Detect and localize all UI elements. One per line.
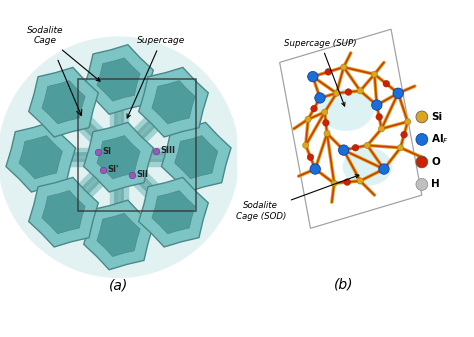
Circle shape: [401, 131, 407, 138]
Text: (b): (b): [334, 277, 354, 291]
Circle shape: [357, 88, 363, 94]
Polygon shape: [97, 213, 140, 256]
Polygon shape: [162, 122, 231, 192]
Circle shape: [324, 130, 330, 136]
Polygon shape: [97, 58, 140, 101]
Polygon shape: [84, 200, 153, 270]
Circle shape: [340, 64, 346, 70]
Text: Supercage (SUP): Supercage (SUP): [284, 39, 357, 106]
Text: (a): (a): [109, 278, 128, 292]
Ellipse shape: [0, 36, 239, 278]
Polygon shape: [84, 45, 153, 114]
Point: [152, 148, 160, 153]
Polygon shape: [152, 81, 195, 124]
Point: [128, 172, 136, 178]
Circle shape: [302, 142, 309, 148]
Circle shape: [322, 120, 329, 126]
Circle shape: [315, 93, 325, 103]
Polygon shape: [29, 177, 98, 247]
Circle shape: [344, 179, 351, 185]
Ellipse shape: [343, 148, 392, 186]
Circle shape: [364, 142, 371, 148]
Circle shape: [325, 68, 331, 75]
Circle shape: [333, 90, 339, 96]
Polygon shape: [139, 177, 208, 247]
Polygon shape: [152, 191, 195, 234]
Point: [94, 149, 101, 155]
Circle shape: [357, 178, 363, 184]
Polygon shape: [42, 191, 85, 234]
Circle shape: [416, 133, 428, 145]
Polygon shape: [6, 122, 75, 192]
Text: SII: SII: [137, 171, 148, 180]
Text: Sodalite
Cage (SOD): Sodalite Cage (SOD): [236, 175, 359, 221]
Text: Supercage: Supercage: [127, 36, 185, 118]
Polygon shape: [42, 81, 85, 124]
Circle shape: [338, 145, 349, 155]
Circle shape: [416, 156, 428, 168]
Polygon shape: [139, 67, 208, 137]
Text: SI': SI': [108, 165, 119, 174]
Circle shape: [331, 180, 337, 186]
Text: SI: SI: [102, 148, 111, 156]
Text: Sodalite
Cage: Sodalite Cage: [27, 26, 100, 81]
Circle shape: [308, 71, 318, 82]
Circle shape: [383, 81, 390, 87]
Circle shape: [307, 154, 314, 160]
Circle shape: [310, 164, 320, 174]
Circle shape: [372, 100, 382, 110]
Polygon shape: [174, 135, 218, 179]
Circle shape: [397, 145, 404, 151]
Circle shape: [345, 89, 352, 95]
Text: Al$_F$: Al$_F$: [431, 132, 449, 146]
Circle shape: [311, 105, 317, 112]
Circle shape: [321, 109, 328, 115]
Circle shape: [305, 116, 311, 122]
Text: O: O: [431, 157, 440, 167]
Circle shape: [376, 114, 383, 120]
Ellipse shape: [319, 89, 374, 131]
Polygon shape: [29, 67, 98, 137]
Polygon shape: [19, 135, 63, 179]
Circle shape: [378, 126, 385, 132]
Text: Si: Si: [431, 112, 442, 122]
Text: H: H: [431, 180, 440, 189]
Point: [99, 167, 107, 172]
Text: SIII: SIII: [161, 146, 176, 155]
Circle shape: [416, 179, 428, 190]
Circle shape: [404, 119, 410, 125]
Circle shape: [352, 145, 359, 151]
Circle shape: [393, 88, 403, 98]
Circle shape: [371, 71, 378, 77]
Polygon shape: [84, 122, 153, 192]
Polygon shape: [97, 135, 140, 179]
Circle shape: [416, 111, 428, 123]
Circle shape: [379, 164, 389, 174]
